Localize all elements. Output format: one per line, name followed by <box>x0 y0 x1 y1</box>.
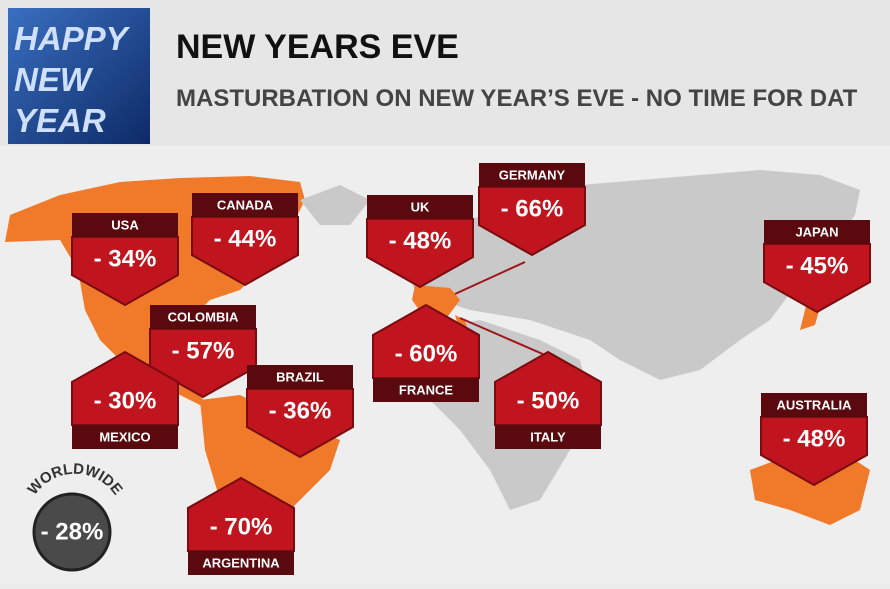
subtitle: MASTURBATION ON NEW YEAR’S EVE - NO TIME… <box>176 85 858 112</box>
greenland <box>300 185 370 225</box>
logo-line: YEAR <box>14 102 106 139</box>
country-value: - 48% <box>783 425 846 452</box>
worldwide-value: - 28% <box>41 518 104 545</box>
callouts: USA - 34% CANADA - 44% UK - 48% GERMANY - 66% JA… <box>71 163 871 575</box>
country-label: MEXICO <box>99 429 150 444</box>
country-label: JAPAN <box>795 224 838 239</box>
country-label: COLOMBIA <box>168 309 239 324</box>
logo-text: HAPPY NEW YEAR <box>14 20 131 139</box>
callout-label-band <box>192 193 298 217</box>
country-value: - 34% <box>94 245 157 272</box>
callout-label-band <box>150 305 256 329</box>
country-value: - 36% <box>269 397 332 424</box>
country-label: UK <box>411 199 430 214</box>
country-value: - 57% <box>172 337 235 364</box>
country-label: USA <box>111 217 139 232</box>
logo-line: NEW <box>14 61 94 98</box>
worldwide-badge <box>32 492 112 572</box>
country-value: - 66% <box>501 195 564 222</box>
country-label: GERMANY <box>499 167 566 182</box>
callout-label-band <box>764 220 870 244</box>
callout-label-band <box>495 425 601 449</box>
callout-label-band <box>72 213 178 237</box>
country-value: - 48% <box>389 227 452 254</box>
connector <box>454 261 526 295</box>
logo <box>8 8 150 144</box>
country-label: ITALY <box>530 429 566 444</box>
connector <box>459 317 546 356</box>
country-label: FRANCE <box>399 382 453 397</box>
logo-line: HAPPY <box>14 20 131 57</box>
callout-label-band <box>188 551 294 575</box>
callout-label-band <box>479 163 585 187</box>
country-value: - 30% <box>94 387 157 414</box>
country-label: AUSTRALIA <box>776 397 852 412</box>
country-value: - 44% <box>214 225 277 252</box>
country-value: - 50% <box>517 387 580 414</box>
country-label: BRAZIL <box>276 369 324 384</box>
country-value: - 70% <box>210 513 273 540</box>
country-label: ARGENTINA <box>202 555 280 570</box>
country-label: CANADA <box>217 197 274 212</box>
country-value: - 45% <box>786 252 849 279</box>
country-value: - 60% <box>395 340 458 367</box>
callout-label-band <box>247 365 353 389</box>
callout-label-band <box>761 393 867 417</box>
callout-label-band <box>72 425 178 449</box>
callout-label-band <box>367 195 473 219</box>
title: NEW YEARS EVE <box>176 28 459 66</box>
callout-label-band <box>373 378 479 402</box>
